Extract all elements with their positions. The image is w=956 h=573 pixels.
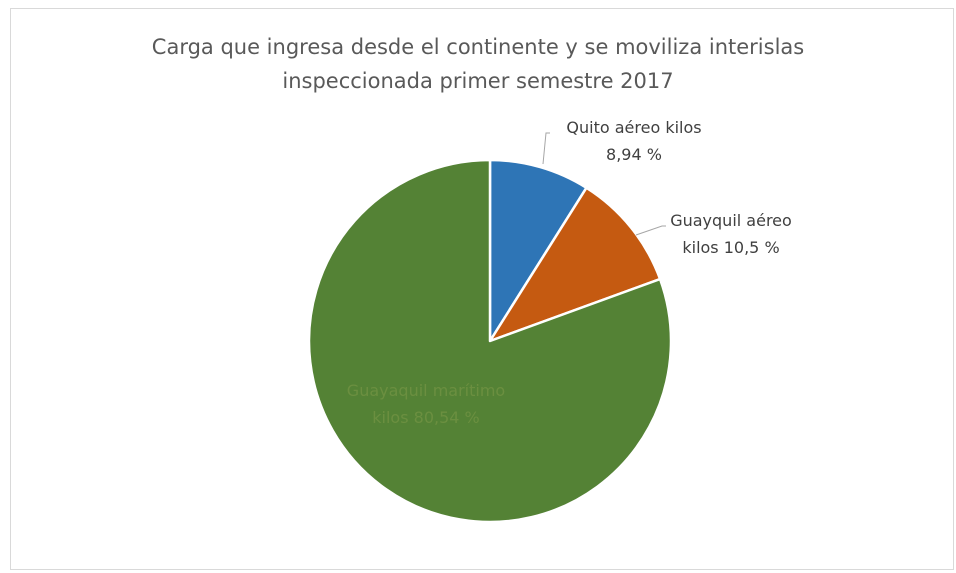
- slice-label-3: Guayaquil marítimo kilos 80,54 %: [347, 381, 505, 427]
- slice-labels: Quito aéreo kilos 8,94 % Guayquil aéreo kil…: [347, 118, 792, 427]
- pie-slice-1: [488, 158, 588, 343]
- slice-label-3-line-1: Guayaquil marítimo: [347, 381, 505, 400]
- pie-slices: [307, 158, 673, 524]
- leader-line-1: [542, 132, 550, 165]
- slice-label-2-line-1: Guayquil aéreo: [670, 211, 792, 230]
- chart-title-line-2: inspeccionada primer semestre 2017: [282, 69, 674, 93]
- slice-label-1-line-1: Quito aéreo kilos: [566, 118, 701, 137]
- leader-lines: [542, 132, 666, 236]
- pie-slice-2: [488, 186, 662, 343]
- pie-slice-3: [307, 158, 673, 524]
- slice-label-2-line-2: kilos 10,5 %: [682, 238, 779, 257]
- slice-label-1: Quito aéreo kilos 8,94 %: [566, 118, 701, 164]
- slice-label-2: Guayquil aéreo kilos 10,5 %: [670, 211, 792, 257]
- leader-line-2: [635, 225, 666, 236]
- slice-label-1-line-2: 8,94 %: [606, 145, 662, 164]
- chart-title-line-1: Carga que ingresa desde el continente y …: [151, 35, 805, 59]
- slice-label-3-line-2: kilos 80,54 %: [372, 408, 479, 427]
- chart-title: Carga que ingresa desde el continente y …: [0, 30, 956, 98]
